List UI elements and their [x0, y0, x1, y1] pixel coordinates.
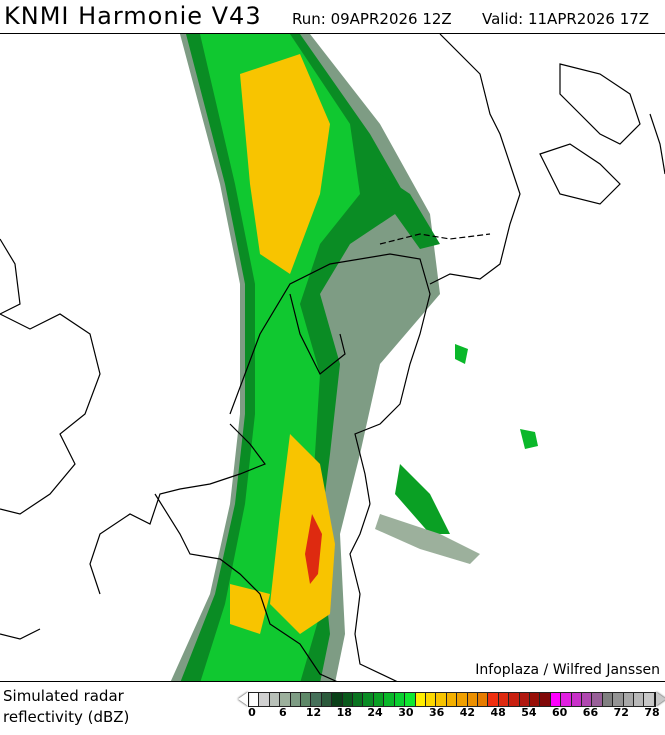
color-box [477, 692, 489, 706]
radar-map: Infoplaza / Wilfred Janssen [0, 33, 665, 682]
color-box [290, 692, 302, 706]
color-box [623, 692, 635, 706]
color-box [332, 692, 343, 706]
legend-label-line1: Simulated radar [3, 687, 124, 705]
color-box [644, 692, 655, 706]
color-box [363, 692, 374, 706]
legend-label-line2: reflectivity (dBZ) [3, 708, 130, 726]
color-box [249, 692, 260, 706]
scale-tick-label: 12 [305, 706, 322, 719]
color-box [269, 692, 281, 706]
color-box [540, 692, 551, 706]
coastlines-borders [0, 34, 665, 681]
color-box [259, 692, 270, 706]
scale-min-arrow-icon [238, 692, 248, 706]
color-box [394, 692, 406, 706]
color-box [311, 692, 322, 706]
precipitation-field: Infoplaza / Wilfred Janssen [0, 34, 665, 681]
color-box [425, 692, 437, 706]
color-box [415, 692, 426, 706]
color-box [519, 692, 530, 706]
color-box [301, 692, 312, 706]
color-box [571, 692, 582, 706]
run-time: Run: 09APR2026 12Z [292, 10, 452, 28]
color-box [592, 692, 603, 706]
scale-tick-label: 72 [613, 706, 629, 719]
credit-text: Infoplaza / Wilfred Janssen [475, 662, 660, 678]
scale-tick-label: 30 [398, 706, 414, 719]
color-box [436, 692, 447, 706]
color-box [280, 692, 291, 706]
color-box [498, 692, 510, 706]
color-box [457, 692, 468, 706]
scale-tick-label: 18 [336, 706, 352, 719]
color-box [384, 692, 395, 706]
scale-tick-label: 42 [459, 706, 476, 719]
header: KNMI Harmonie V43 Run: 09APR2026 12Z Val… [0, 0, 665, 33]
color-box [353, 692, 364, 706]
scale-tick-label: 60 [552, 706, 568, 719]
color-box [488, 692, 499, 706]
valid-time: Valid: 11APR2026 17Z [482, 10, 650, 28]
color-box [467, 692, 478, 706]
color-box [446, 692, 458, 706]
scale-tick-label: 0 [248, 706, 256, 719]
color-box [550, 692, 562, 706]
scale-ticks: 0 6 12 18 24 30 36 42 48 54 60 66 72 78 [238, 706, 665, 720]
color-boxes [248, 691, 656, 707]
scale-tick-label: 78 [644, 706, 660, 719]
legend-label: Simulated radar reflectivity (dBZ) [3, 686, 129, 728]
color-box [602, 692, 614, 706]
color-box [405, 692, 416, 706]
scale-tick-label: 54 [521, 706, 537, 719]
color-box [529, 692, 541, 706]
color-box [321, 692, 333, 706]
scale-tick-label: 66 [582, 706, 599, 719]
color-scale [238, 691, 665, 707]
scale-tick-label: 24 [367, 706, 383, 719]
color-box [561, 692, 572, 706]
scale-max-arrow-icon [656, 692, 665, 706]
rain-band [170, 34, 538, 681]
color-box [613, 692, 624, 706]
scale-tick-label: 36 [428, 706, 445, 719]
scale-tick-label: 6 [278, 706, 287, 719]
scale-tick-label: 48 [490, 706, 506, 719]
color-box [582, 692, 593, 706]
color-box [509, 692, 520, 706]
color-box [342, 692, 354, 706]
color-box [373, 692, 385, 706]
model-title: KNMI Harmonie V43 [4, 2, 262, 30]
color-box [634, 692, 645, 706]
